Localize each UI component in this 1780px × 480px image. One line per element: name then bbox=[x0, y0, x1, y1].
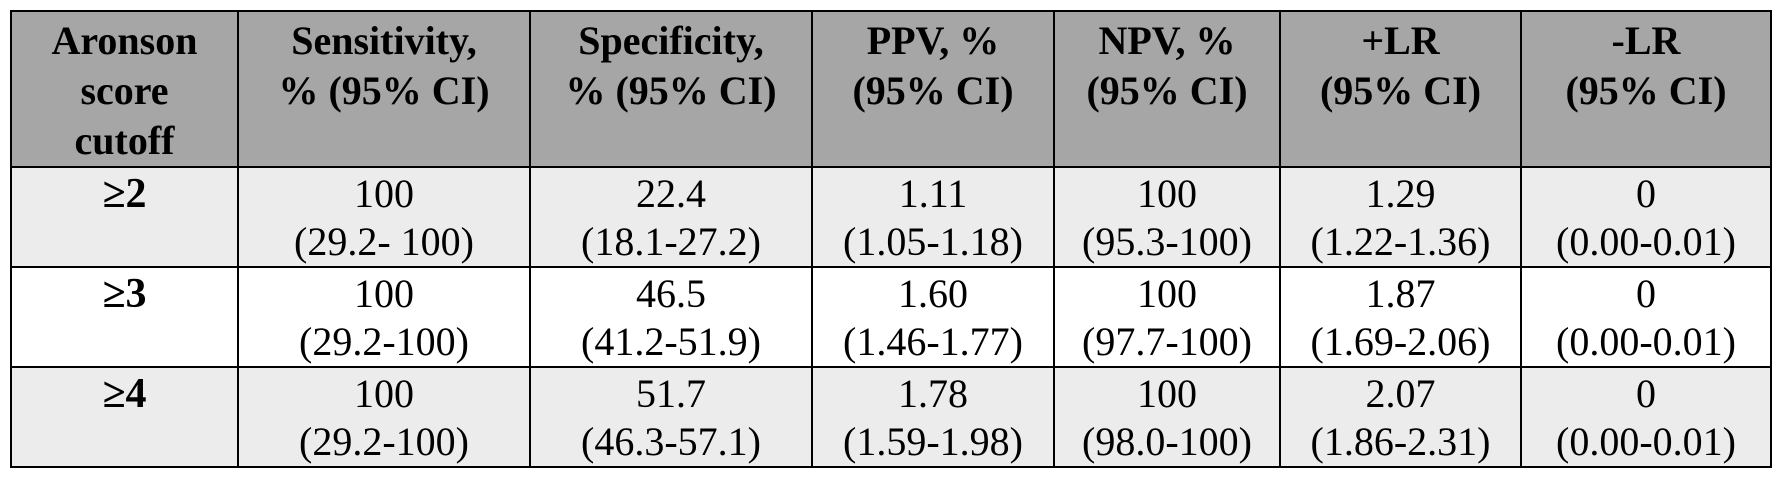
cell-ci: (1.05-1.18) bbox=[843, 219, 1023, 264]
cell-value: 46.5 bbox=[636, 271, 706, 316]
cell-ci: (29.2-100) bbox=[299, 319, 469, 364]
header-line: (95% CI) bbox=[1086, 68, 1248, 113]
npv-cell: 100 (95.3-100) bbox=[1053, 166, 1281, 268]
header-npv: NPV, % (95% CI) bbox=[1053, 10, 1281, 168]
cell-value: 1.60 bbox=[898, 271, 968, 316]
cell-value: 100 bbox=[1137, 171, 1197, 216]
cutoff-cell: ≥4 bbox=[10, 366, 239, 468]
header-line: (95% CI) bbox=[852, 68, 1014, 113]
cell-ci: (1.86-2.31) bbox=[1310, 419, 1491, 464]
header-line: Specificity, bbox=[578, 18, 764, 63]
header-line: (95% CI) bbox=[1319, 68, 1482, 113]
header-aronson-score-cutoff: Aronson score cutoff bbox=[10, 10, 239, 168]
header-negative-lr: -LR (95% CI) bbox=[1520, 10, 1772, 168]
sensitivity-cell: 100 (29.2-100) bbox=[237, 366, 531, 468]
cell-ci: (1.69-2.06) bbox=[1310, 319, 1491, 364]
cell-value: 22.4 bbox=[636, 171, 706, 216]
cell-ci: (95.3-100) bbox=[1082, 219, 1252, 264]
header-row: Aronson score cutoff Sensitivity, % (95%… bbox=[10, 10, 1772, 168]
cell-ci: (46.3-57.1) bbox=[581, 419, 761, 464]
specificity-cell: 46.5 (41.2-51.9) bbox=[529, 266, 813, 368]
cell-value: 2.07 bbox=[1365, 371, 1436, 416]
header-line: -LR bbox=[1611, 18, 1681, 63]
header-line: PPV, % bbox=[866, 18, 1000, 63]
cell-value: 0 bbox=[1636, 371, 1656, 416]
cell-ci: (1.46-1.77) bbox=[843, 319, 1023, 364]
header-line: +LR bbox=[1361, 18, 1440, 63]
negative-lr-cell: 0 (0.00-0.01) bbox=[1520, 266, 1772, 368]
aronson-cutoff-table: Aronson score cutoff Sensitivity, % (95%… bbox=[10, 10, 1772, 468]
specificity-cell: 51.7 (46.3-57.1) bbox=[529, 366, 813, 468]
cell-value: 100 bbox=[354, 271, 414, 316]
header-sensitivity: Sensitivity, % (95% CI) bbox=[237, 10, 531, 168]
header-line: (95% CI) bbox=[1565, 68, 1727, 113]
sensitivity-cell: 100 (29.2-100) bbox=[237, 266, 531, 368]
table-row: ≥4 100 (29.2-100) 51.7 (46.3-57.1) 1.78 … bbox=[10, 366, 1772, 468]
cell-value: 1.78 bbox=[898, 371, 968, 416]
cell-ci: (41.2-51.9) bbox=[581, 319, 761, 364]
cell-value: 100 bbox=[1137, 371, 1197, 416]
positive-lr-cell: 1.87 (1.69-2.06) bbox=[1279, 266, 1522, 368]
positive-lr-cell: 2.07 (1.86-2.31) bbox=[1279, 366, 1522, 468]
cell-ci: (1.22-1.36) bbox=[1310, 219, 1491, 264]
cell-value: 51.7 bbox=[636, 371, 706, 416]
cell-value: 1.11 bbox=[898, 171, 968, 216]
header-specificity: Specificity, % (95% CI) bbox=[529, 10, 813, 168]
header-ppv: PPV, % (95% CI) bbox=[811, 10, 1055, 168]
table-row: ≥2 100 (29.2- 100) 22.4 (18.1-27.2) 1.11… bbox=[10, 166, 1772, 268]
cell-ci: (98.0-100) bbox=[1082, 419, 1252, 464]
specificity-cell: 22.4 (18.1-27.2) bbox=[529, 166, 813, 268]
cell-value: 0 bbox=[1636, 271, 1656, 316]
header-line: cutoff bbox=[74, 118, 175, 163]
cutoff-cell: ≥2 bbox=[10, 166, 239, 268]
cell-ci: (1.59-1.98) bbox=[843, 419, 1023, 464]
cell-value: 100 bbox=[354, 371, 414, 416]
cell-value: 0 bbox=[1636, 171, 1656, 216]
header-line: score bbox=[80, 68, 169, 113]
negative-lr-cell: 0 (0.00-0.01) bbox=[1520, 166, 1772, 268]
table-row: ≥3 100 (29.2-100) 46.5 (41.2-51.9) 1.60 … bbox=[10, 266, 1772, 368]
cell-ci: (0.00-0.01) bbox=[1556, 219, 1736, 264]
cell-value: 1.29 bbox=[1365, 171, 1436, 216]
header-line: Aronson bbox=[51, 18, 198, 63]
ppv-cell: 1.78 (1.59-1.98) bbox=[811, 366, 1055, 468]
header-line: NPV, % bbox=[1098, 18, 1236, 63]
cell-value: 100 bbox=[1137, 271, 1197, 316]
npv-cell: 100 (97.7-100) bbox=[1053, 266, 1281, 368]
sensitivity-cell: 100 (29.2- 100) bbox=[237, 166, 531, 268]
header-line: % (95% CI) bbox=[565, 68, 777, 113]
cell-ci: (18.1-27.2) bbox=[581, 219, 761, 264]
cell-ci: (97.7-100) bbox=[1082, 319, 1252, 364]
cell-ci: (29.2- 100) bbox=[294, 219, 474, 264]
header-line: % (95% CI) bbox=[278, 68, 490, 113]
cell-ci: (0.00-0.01) bbox=[1556, 419, 1736, 464]
header-positive-lr: +LR (95% CI) bbox=[1279, 10, 1522, 168]
cell-value: 100 bbox=[354, 171, 414, 216]
cell-ci: (0.00-0.01) bbox=[1556, 319, 1736, 364]
ppv-cell: 1.60 (1.46-1.77) bbox=[811, 266, 1055, 368]
positive-lr-cell: 1.29 (1.22-1.36) bbox=[1279, 166, 1522, 268]
cell-ci: (29.2-100) bbox=[299, 419, 469, 464]
cutoff-cell: ≥3 bbox=[10, 266, 239, 368]
ppv-cell: 1.11 (1.05-1.18) bbox=[811, 166, 1055, 268]
header-line: Sensitivity, bbox=[291, 18, 477, 63]
npv-cell: 100 (98.0-100) bbox=[1053, 366, 1281, 468]
negative-lr-cell: 0 (0.00-0.01) bbox=[1520, 366, 1772, 468]
cell-value: 1.87 bbox=[1365, 271, 1436, 316]
